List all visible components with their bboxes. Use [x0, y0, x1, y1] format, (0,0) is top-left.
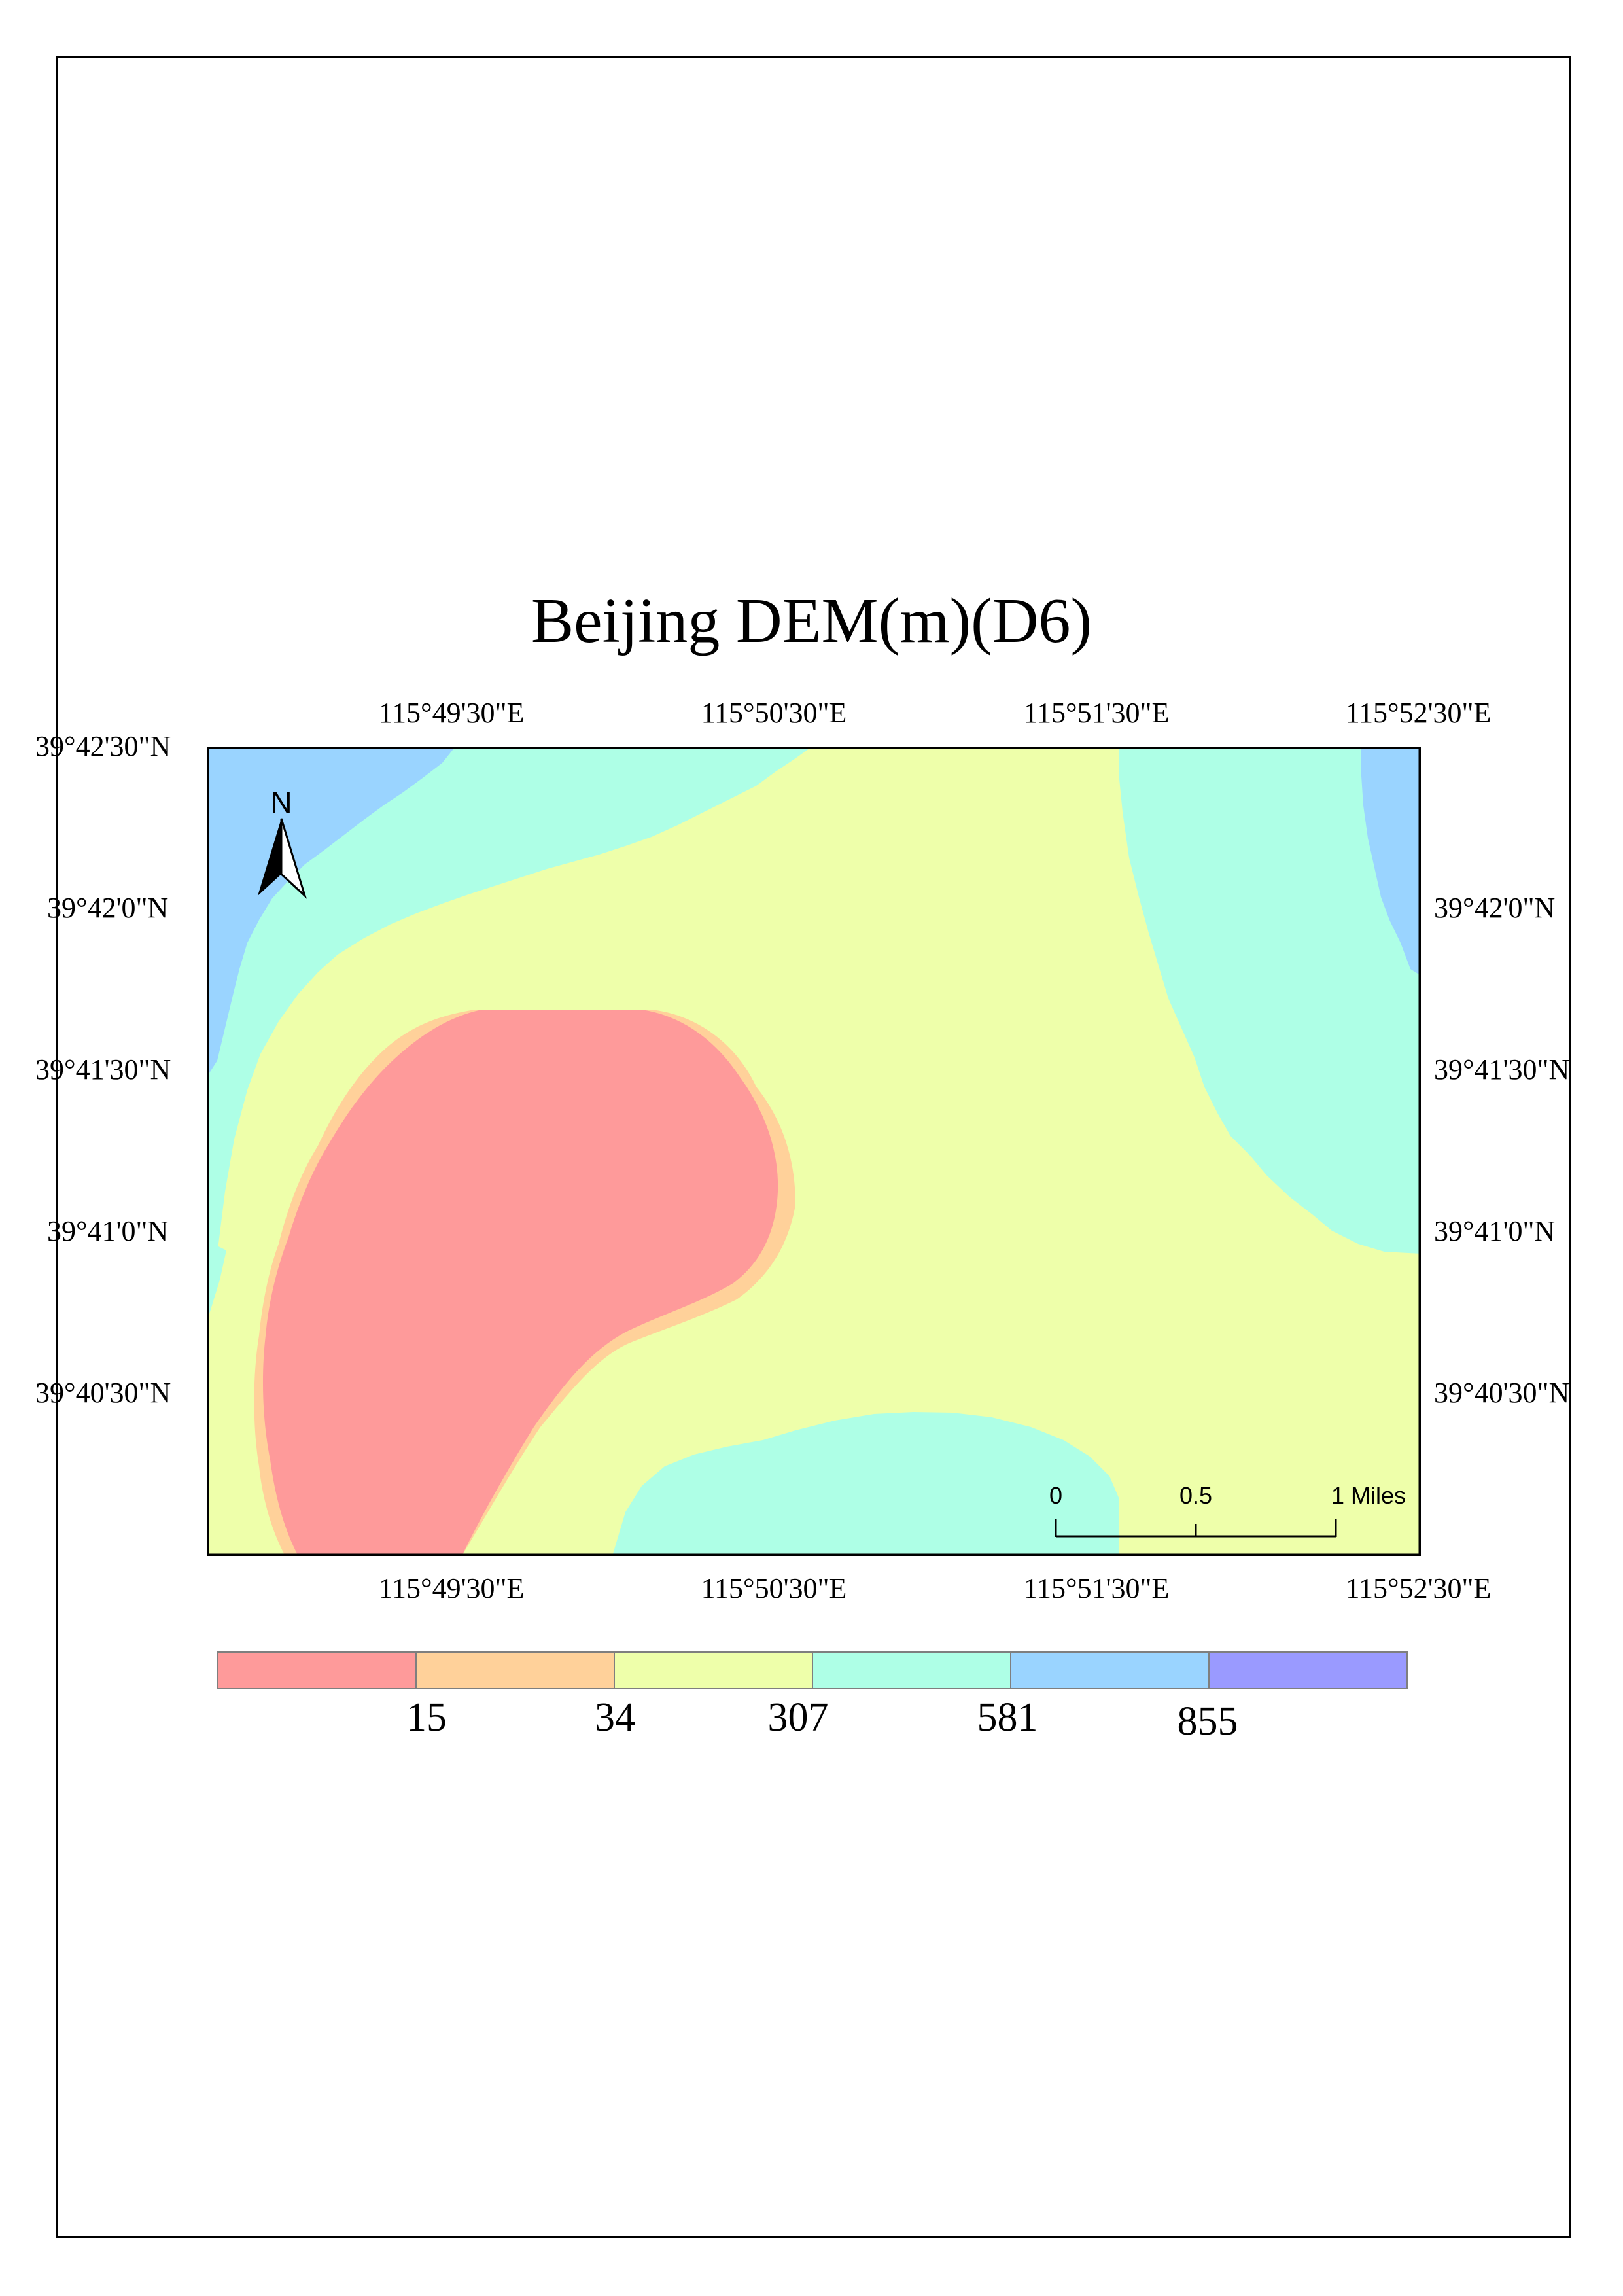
lon-tick-top-1: 115°49'30"E — [378, 697, 525, 729]
north-arrow-label: N — [270, 785, 292, 819]
zone-581-northwest — [207, 747, 812, 1322]
lon-tick-top-4: 115°52'30"E — [1345, 697, 1492, 729]
lon-tick-top-3: 115°51'30"E — [1023, 697, 1170, 729]
lon-tick-bottom-2: 115°50'30"E — [701, 1572, 847, 1604]
map-border — [207, 747, 1421, 1556]
lat-tick-right-1: 39°42'0"N — [1434, 892, 1556, 924]
legend-label-307: 307 — [767, 1695, 829, 1740]
north-arrow-icon: N — [258, 785, 307, 899]
legend-swatch-2 — [415, 1651, 615, 1689]
lat-tick-left-4: 39°41'0"N — [47, 1215, 169, 1247]
lon-tick-bottom-1: 115°49'30"E — [378, 1572, 525, 1604]
lat-tick-left-5: 39°40'30"N — [35, 1377, 171, 1409]
legend-label-34: 34 — [595, 1695, 635, 1740]
lat-tick-left-2: 39°42'0"N — [47, 892, 169, 924]
legend-swatch-1 — [217, 1651, 417, 1689]
map-title: Beijing DEM(m)(D6) — [531, 586, 1092, 656]
zone-581-northeast — [1119, 747, 1421, 1254]
legend-swatch-4 — [812, 1651, 1011, 1689]
lon-tick-top-2: 115°50'30"E — [701, 697, 847, 729]
zone-581-south — [612, 1412, 1119, 1556]
zone-15-core — [262, 1010, 778, 1556]
scale-label-1-miles: 1 Miles — [1331, 1482, 1406, 1509]
lat-tick-left-3: 39°41'30"N — [35, 1053, 171, 1086]
lon-tick-bottom-3: 115°51'30"E — [1023, 1572, 1170, 1604]
legend-label-15: 15 — [406, 1695, 447, 1740]
legend-swatch-6 — [1208, 1651, 1408, 1689]
zone-581-southwest-edge — [207, 1244, 226, 1322]
lat-tick-right-4: 39°40'30"N — [1434, 1377, 1570, 1409]
legend-swatch-3 — [614, 1651, 813, 1689]
zone-855-northeast — [1361, 747, 1421, 976]
scale-label-half: 0.5 — [1179, 1482, 1212, 1509]
scale-bar: 0 0.5 1 Miles — [1049, 1482, 1406, 1538]
page-frame — [56, 56, 1571, 2238]
zone-855-northwest — [207, 747, 455, 1077]
dem-map: N 0 0.5 1 Miles — [207, 747, 1421, 1556]
legend-swatch-5 — [1010, 1651, 1210, 1689]
lat-tick-left-1: 39°42'30"N — [35, 730, 171, 762]
lat-tick-right-3: 39°41'0"N — [1434, 1215, 1556, 1247]
scale-label-0: 0 — [1049, 1482, 1062, 1509]
lat-tick-right-2: 39°41'30"N — [1434, 1053, 1570, 1086]
legend-label-855: 855 — [1177, 1699, 1238, 1744]
legend-label-581: 581 — [977, 1695, 1038, 1740]
lon-tick-bottom-4: 115°52'30"E — [1345, 1572, 1492, 1604]
legend-bar — [217, 1651, 1408, 1689]
